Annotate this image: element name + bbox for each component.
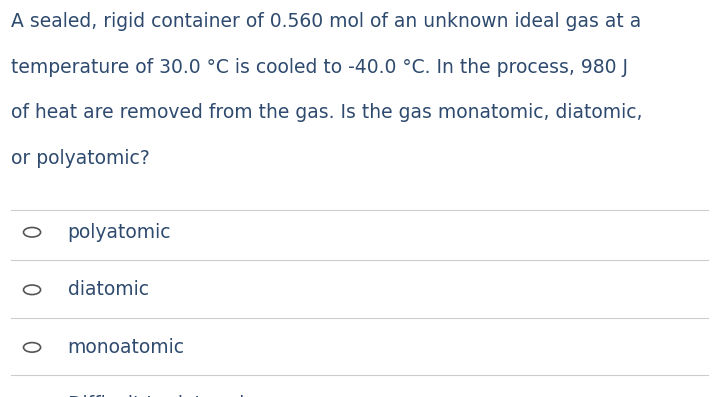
- Text: temperature of 30.0 °C is cooled to -40.0 °C. In the process, 980 J: temperature of 30.0 °C is cooled to -40.…: [11, 58, 628, 77]
- Text: or polyatomic?: or polyatomic?: [11, 149, 150, 168]
- Text: polyatomic: polyatomic: [68, 223, 171, 242]
- Text: diatomic: diatomic: [68, 280, 149, 299]
- Text: A sealed, rigid container of 0.560 mol of an unknown ideal gas at a: A sealed, rigid container of 0.560 mol o…: [11, 12, 641, 31]
- Text: Difficult to determine: Difficult to determine: [68, 395, 268, 397]
- Text: of heat are removed from the gas. Is the gas monatomic, diatomic,: of heat are removed from the gas. Is the…: [11, 103, 642, 122]
- Text: monoatomic: monoatomic: [68, 338, 184, 357]
